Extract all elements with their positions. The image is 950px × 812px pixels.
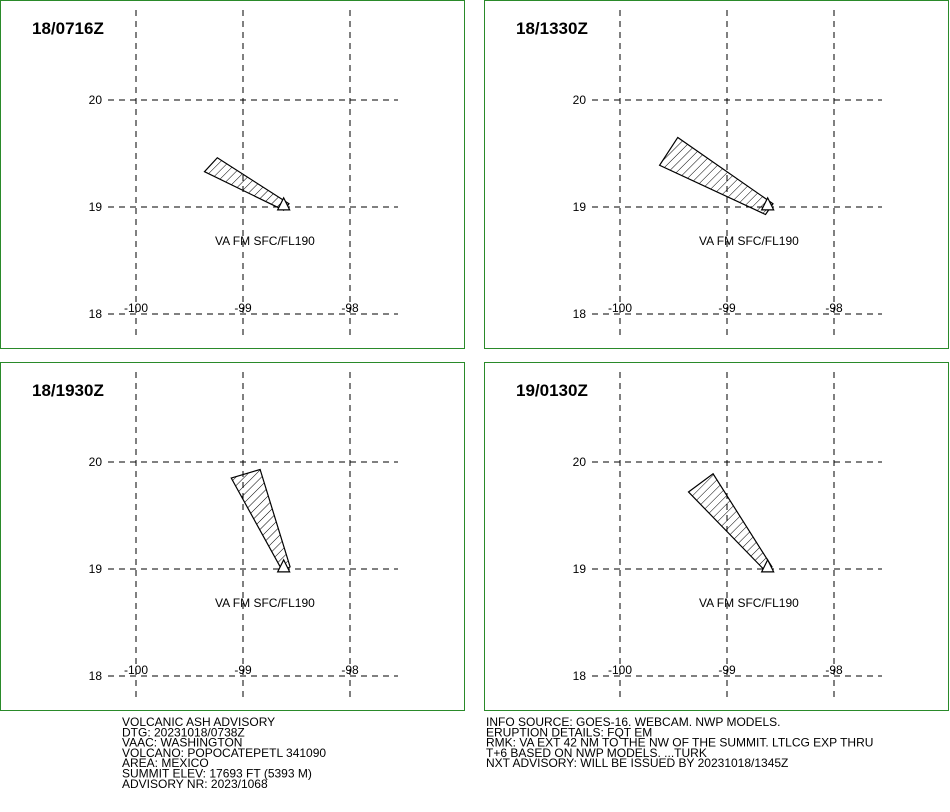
ash-label: VA FM SFC/FL190 xyxy=(215,234,315,248)
panel-frame xyxy=(0,362,465,711)
advisory-line: DTG: 20231018/0738Z xyxy=(122,725,245,739)
advisory-line: NXT ADVISORY: WILL BE ISSUED BY 20231018… xyxy=(486,756,788,770)
lon-tick-label: -100 xyxy=(608,663,632,677)
advisory-line: VAAC: WASHINGTON xyxy=(122,736,242,750)
lon-tick-label: -99 xyxy=(234,663,252,677)
lon-tick-label: -100 xyxy=(124,663,148,677)
advisory-line: VOLCANO: POPOCATEPETL 341090 xyxy=(122,746,326,760)
panel-time: 18/1330Z xyxy=(516,19,588,38)
volcano-marker xyxy=(760,196,775,211)
volcano-marker xyxy=(760,558,775,573)
lat-tick-label: 19 xyxy=(89,562,103,576)
lat-tick-label: 20 xyxy=(89,455,103,469)
advisory-line: INFO SOURCE: GOES-16. WEBCAM. NWP MODELS… xyxy=(486,715,781,729)
lon-tick-label: -98 xyxy=(341,301,359,315)
lon-tick-label: -99 xyxy=(718,301,736,315)
advisory-line: ERUPTION DETAILS: FQT EM xyxy=(486,725,652,739)
volcano-marker xyxy=(276,196,291,211)
advisory-line: ADVISORY NR: 2023/1068 xyxy=(122,777,268,791)
lat-tick-label: 18 xyxy=(573,669,587,683)
lat-tick-label: 20 xyxy=(89,93,103,107)
lon-tick-label: -99 xyxy=(718,663,736,677)
advisory-line: T+6 BASED ON NWP MODELS. ...TURK xyxy=(486,746,707,760)
ash-area xyxy=(658,136,774,216)
lat-tick-label: 20 xyxy=(573,93,587,107)
advisory-line: SUMMIT ELEV: 17693 FT (5393 M) xyxy=(122,767,312,781)
lat-tick-label: 18 xyxy=(89,307,103,321)
lon-tick-label: -98 xyxy=(825,663,843,677)
lat-tick-label: 20 xyxy=(573,455,587,469)
panel-time: 19/0130Z xyxy=(516,381,588,400)
panel-frame xyxy=(0,0,465,349)
ash-area xyxy=(230,468,291,572)
panel-time: 18/1930Z xyxy=(32,381,104,400)
ash-label: VA FM SFC/FL190 xyxy=(699,234,799,248)
advisory-line: RMK: VA EXT 42 NM TO THE NW OF THE SUMMI… xyxy=(486,736,873,750)
panel-time: 18/0716Z xyxy=(32,19,104,38)
ash-label: VA FM SFC/FL190 xyxy=(699,596,799,610)
lat-tick-label: 19 xyxy=(573,562,587,576)
lon-tick-label: -100 xyxy=(124,301,148,315)
lat-tick-label: 19 xyxy=(89,200,103,214)
lon-tick-label: -98 xyxy=(825,301,843,315)
advisory-line: VOLCANIC ASH ADVISORY xyxy=(122,715,275,729)
lat-tick-label: 19 xyxy=(573,200,587,214)
ash-label: VA FM SFC/FL190 xyxy=(215,596,315,610)
lon-tick-label: -98 xyxy=(341,663,359,677)
ash-area xyxy=(203,157,290,211)
lat-tick-label: 18 xyxy=(573,307,587,321)
panel-frame xyxy=(484,362,949,711)
ash-area xyxy=(687,472,773,572)
volcano-marker xyxy=(276,558,291,573)
lon-tick-label: -99 xyxy=(234,301,252,315)
lon-tick-label: -100 xyxy=(608,301,632,315)
panel-frame xyxy=(484,0,949,349)
lat-tick-label: 18 xyxy=(89,669,103,683)
advisory-line: AREA: MEXICO xyxy=(122,756,209,770)
